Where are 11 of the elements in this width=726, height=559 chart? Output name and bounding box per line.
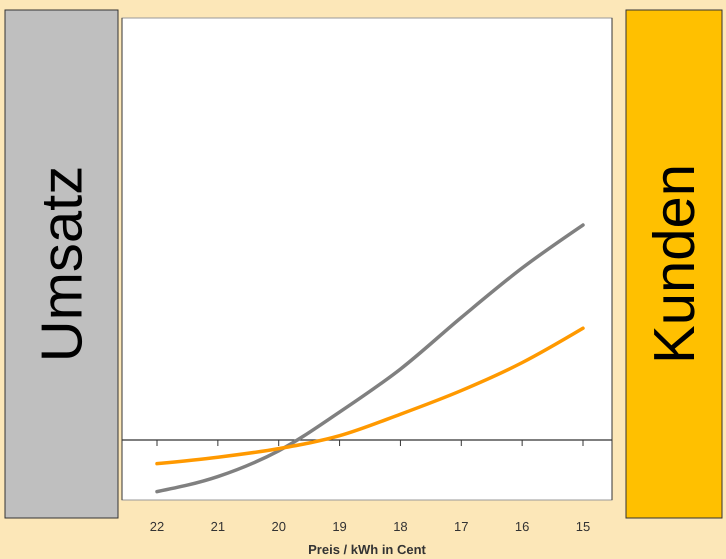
x-tick-label: 19 [332,519,347,534]
x-tick-label: 20 [271,519,286,534]
y-axis-title: Umsatz [30,166,94,362]
x-tick-label: 21 [210,519,226,534]
y2-axis-title: Kunden [642,164,707,364]
x-tick-label: 18 [393,519,408,534]
x-axis-title: Preis / kWh in Cent [308,542,427,557]
x-tick-label: 16 [514,519,530,534]
x-tick-label: 17 [454,519,469,534]
x-tick-label: 22 [150,519,164,534]
x-tick-label: 15 [576,519,590,534]
